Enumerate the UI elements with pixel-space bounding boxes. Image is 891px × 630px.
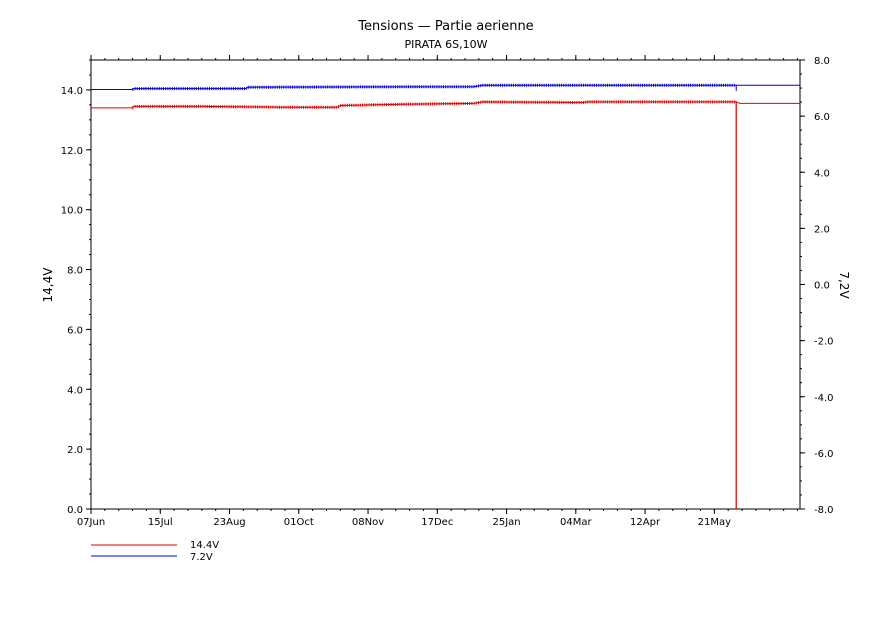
- x-tick-label: 15Jul: [148, 517, 173, 528]
- chart-subtitle: PIRATA 6S,10W: [405, 38, 488, 51]
- y-left-tick-label: 2.0: [67, 445, 83, 456]
- chart-title: Tensions — Partie aerienne: [357, 19, 533, 34]
- y-left-tick-label: 12.0: [61, 146, 83, 157]
- series-layer: [91, 83, 800, 509]
- x-tick-label: 07Jun: [77, 517, 105, 528]
- y-left-tick-label: 4.0: [67, 385, 83, 396]
- y-left-tick-label: 14.0: [61, 86, 83, 97]
- y-right-tick-label: -4.0: [814, 393, 834, 404]
- y-axis-right: -8.0 -6.0 -4.0 -2.0 0.0 2.0 4.0 6.0 8.0: [800, 56, 834, 516]
- y-right-tick-label: 6.0: [814, 112, 830, 123]
- legend-label-7-2v: 7.2V: [190, 552, 213, 563]
- x-axis: 07Jun 15Jul 23Aug 01Oct 08Nov 17Dec 25Jan 04Mar…: [77, 55, 798, 528]
- x-tick-label: 12Apr: [630, 517, 661, 528]
- y-right-tick-label: 4.0: [814, 168, 830, 179]
- y-axis-left-label: 14,4V: [41, 267, 55, 303]
- legend: 14.4V 7.2V: [91, 540, 219, 563]
- series-noise-7-2v: [132, 83, 735, 91]
- x-tick-label: 23Aug: [213, 517, 245, 528]
- y-right-tick-label: 8.0: [814, 56, 830, 67]
- y-left-tick-label: 6.0: [67, 325, 83, 336]
- y-left-tick-label: 8.0: [67, 266, 83, 277]
- plot-frame: [90, 59, 801, 510]
- x-tick-label: 25Jan: [492, 517, 520, 528]
- legend-label-14-4v: 14.4V: [190, 540, 219, 551]
- x-tick-label: 01Oct: [284, 517, 314, 528]
- y-left-tick-label: 10.0: [61, 206, 83, 217]
- y-right-tick-label: 2.0: [814, 224, 830, 235]
- series-line-14-4v: [91, 101, 800, 509]
- y-axis-right-label: 7,2V: [837, 271, 851, 299]
- y-right-tick-label: -6.0: [814, 449, 834, 460]
- y-right-tick-label: -8.0: [814, 505, 834, 516]
- x-tick-label: 17Dec: [421, 517, 453, 528]
- x-tick-label: 21May: [698, 517, 731, 528]
- x-tick-label: 08Nov: [352, 517, 384, 528]
- y-left-tick-label: 0.0: [67, 505, 83, 516]
- y-right-tick-label: -2.0: [814, 337, 834, 348]
- x-tick-label: 04Mar: [560, 517, 592, 528]
- y-right-tick-label: 0.0: [814, 281, 830, 292]
- series-noise-14-4v: [132, 100, 735, 110]
- y-axis-left: 0.0 2.0 4.0 6.0 8.0 10.0 12.0 14.0: [61, 59, 91, 516]
